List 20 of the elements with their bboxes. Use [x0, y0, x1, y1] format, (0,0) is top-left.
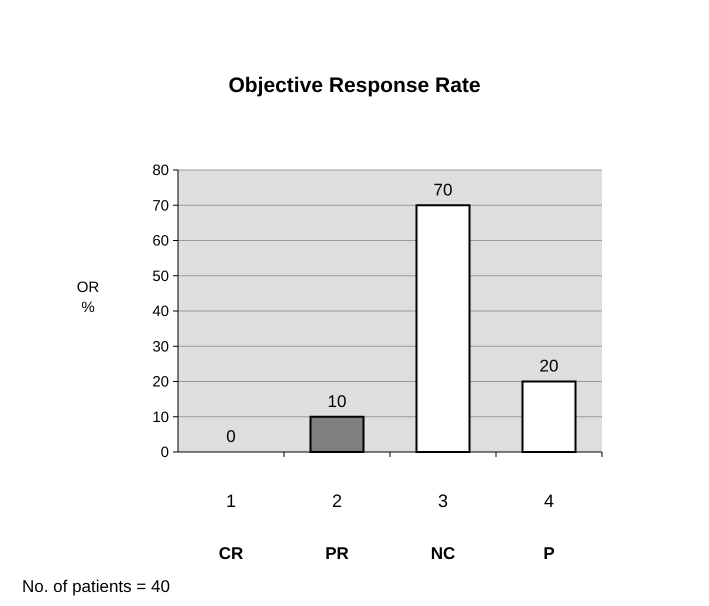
category-label: 4 P [543, 491, 555, 563]
y-tick-label: 50 [152, 268, 169, 285]
category-label: 1 CR [218, 491, 244, 563]
y-tick-label: 80 [152, 162, 169, 179]
data-label: 20 [540, 356, 558, 376]
category-label: 3 NC [430, 491, 456, 563]
y-tick-label: 40 [152, 303, 169, 320]
y-tick-label: 60 [152, 232, 169, 250]
y-tick-label: 70 [152, 197, 169, 214]
data-label: 0 [226, 427, 236, 446]
category-label: 2 PR [325, 491, 349, 563]
y-tick-label: 30 [152, 338, 169, 356]
text: No. of patients = 40 [22, 577, 170, 596]
y-axis-title: OR % [76, 279, 100, 316]
y-tick-label: 20 [152, 374, 169, 390]
chart-title: Objective Response Rate [228, 74, 481, 97]
y-tick-label: 0 [160, 444, 169, 461]
data-label: 70 [434, 180, 452, 200]
data-label: 10 [328, 392, 346, 411]
y-tick-label: 10 [152, 408, 169, 426]
